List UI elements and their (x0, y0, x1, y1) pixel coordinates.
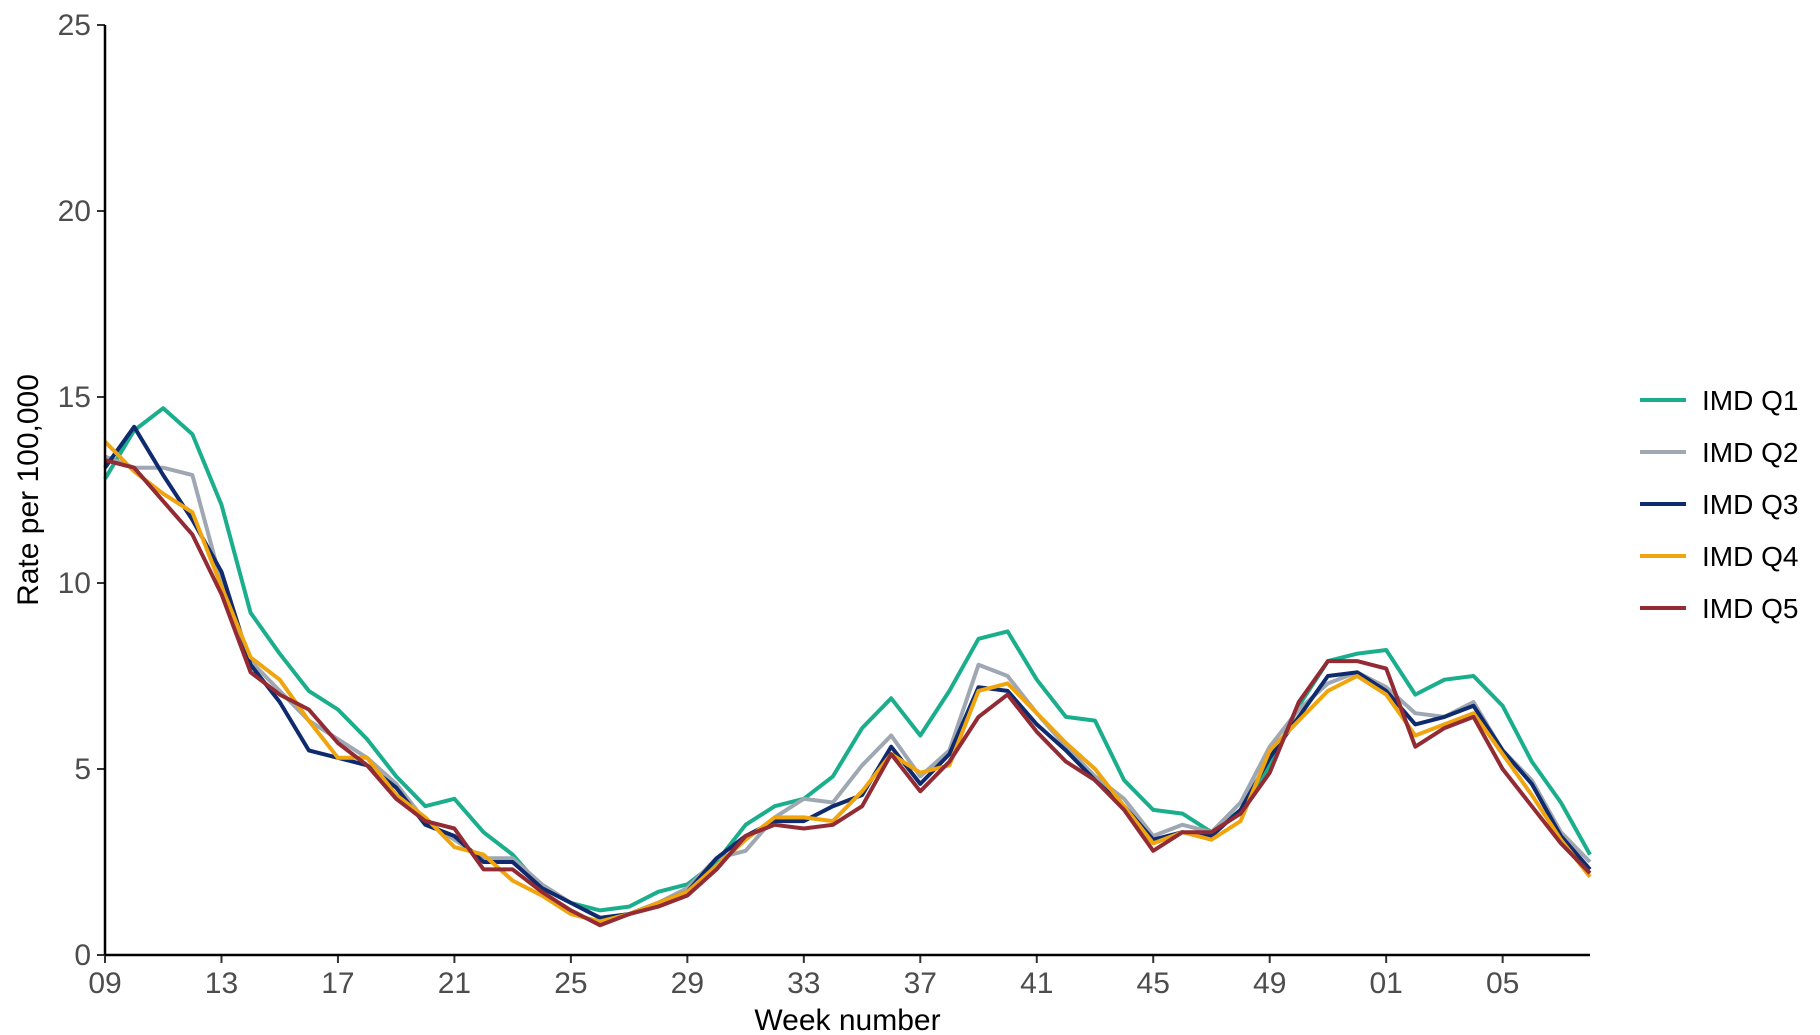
series-line-5 (104, 458, 1592, 928)
x-tick-label: 01 (1369, 967, 1402, 1000)
x-tick-label: 49 (1253, 967, 1286, 1000)
y-tick-label: 5 (74, 753, 91, 786)
x-tick-label: 05 (1486, 967, 1519, 1000)
y-axis-title: Rate per 100,000 (12, 374, 45, 606)
x-tick-label: 29 (671, 967, 704, 1000)
x-tick-label: 21 (438, 967, 471, 1000)
legend-item: IMD Q1 (1640, 385, 1798, 416)
y-tick-label: 0 (74, 939, 91, 972)
legend-label: IMD Q2 (1702, 437, 1798, 468)
x-tick-label: 41 (1020, 967, 1053, 1000)
legend-label: IMD Q1 (1702, 385, 1798, 416)
y-tick-label: 20 (58, 195, 91, 228)
legend-label: IMD Q5 (1702, 593, 1798, 624)
x-tick-label: 09 (88, 967, 121, 1000)
y-tick-label: 25 (58, 9, 91, 42)
x-tick-label: 13 (205, 967, 238, 1000)
y-axis-ticks: 0 5 10 15 20 25 (58, 9, 105, 972)
y-tick-label: 10 (58, 567, 91, 600)
x-axis-ticks: 09 13 17 21 25 29 33 37 41 45 49 01 05 (88, 955, 1519, 1000)
x-tick-label: 17 (321, 967, 354, 1000)
x-tick-label: 45 (1137, 967, 1170, 1000)
x-tick-label: 33 (787, 967, 820, 1000)
x-axis-title: Week number (754, 1004, 940, 1035)
series-line-4 (103, 440, 1592, 924)
legend-item: IMD Q5 (1640, 593, 1798, 624)
legend-label: IMD Q3 (1702, 489, 1798, 520)
series-line-2 (104, 454, 1592, 920)
legend: IMD Q1 IMD Q2 IMD Q3 IMD Q4 IMD Q5 (1640, 385, 1798, 624)
series-line-1 (103, 406, 1592, 913)
legend-label: IMD Q4 (1702, 541, 1798, 572)
x-tick-label: 25 (554, 967, 587, 1000)
legend-item: IMD Q3 (1640, 489, 1798, 520)
legend-item: IMD Q4 (1640, 541, 1798, 572)
x-tick-label: 37 (904, 967, 937, 1000)
legend-item: IMD Q2 (1640, 437, 1798, 468)
series-line-3 (103, 424, 1592, 920)
y-tick-label: 15 (58, 381, 91, 414)
series-lines (103, 406, 1592, 928)
